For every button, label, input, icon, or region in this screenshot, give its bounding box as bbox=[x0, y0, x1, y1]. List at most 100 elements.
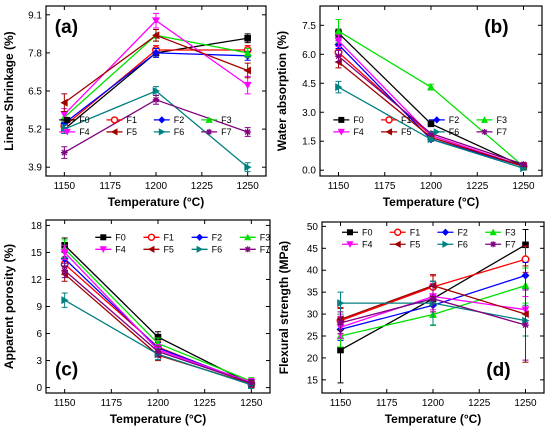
data-point bbox=[427, 135, 435, 144]
x-axis-title: Temperature (°C) bbox=[110, 412, 207, 426]
y-tick-label: 18 bbox=[31, 221, 43, 232]
panel-c: 1150 1175 1200 1225 1250 0 3 6 9 12 15 18 Temperatur… bbox=[2, 219, 271, 426]
x-tick-label: 1175 bbox=[101, 398, 123, 409]
y-axis-title: Apparent porosity (%) bbox=[2, 244, 16, 369]
y-tick-label: 6.5 bbox=[28, 87, 42, 98]
legend-label: F7 bbox=[221, 127, 232, 137]
data-point bbox=[154, 348, 162, 355]
legend-marker bbox=[158, 116, 166, 124]
legend-marker bbox=[480, 116, 489, 123]
plot-frame bbox=[319, 5, 543, 177]
x-tick-label: 1175 bbox=[99, 181, 121, 192]
legend-marker bbox=[346, 241, 354, 248]
x-tick-label: 1175 bbox=[374, 181, 396, 192]
series-F2 bbox=[334, 40, 528, 171]
y-axis-title: Flexural strength (MPa) bbox=[277, 241, 291, 374]
legend: F0 F1 F2 F3 F4 F5 F6 F7 bbox=[59, 115, 232, 137]
legend-marker bbox=[147, 233, 156, 242]
legend-label: F7 bbox=[497, 127, 508, 137]
y-tick-label: 9.1 bbox=[28, 10, 42, 21]
legend-marker bbox=[481, 128, 488, 135]
legend-label: F2 bbox=[174, 115, 185, 125]
x-tick-label: 1250 bbox=[237, 181, 260, 192]
legend-marker bbox=[441, 228, 450, 236]
panel-label: (b) bbox=[484, 17, 508, 38]
data-point bbox=[152, 87, 160, 95]
legend-label: F0 bbox=[79, 115, 90, 125]
data-point bbox=[427, 83, 435, 91]
x-axis-title: Temperature (°C) bbox=[383, 195, 480, 209]
x-tick-label: 1150 bbox=[54, 181, 76, 192]
legend-label: F6 bbox=[174, 127, 185, 137]
legend-label: F6 bbox=[457, 240, 468, 250]
y-tick-label: 50 bbox=[307, 222, 319, 233]
data-point bbox=[152, 31, 160, 40]
y-tick-label: 6 bbox=[36, 329, 42, 340]
y-tick-label: 40 bbox=[307, 266, 319, 277]
panel-label: (d) bbox=[486, 360, 510, 381]
legend-label: F3 bbox=[260, 233, 271, 243]
y-tick-label: 0.0 bbox=[302, 166, 316, 177]
data-point bbox=[337, 299, 345, 308]
legend-marker bbox=[385, 128, 393, 136]
data-point bbox=[427, 120, 435, 128]
data-point bbox=[244, 34, 251, 42]
data-point bbox=[522, 241, 529, 249]
x-tick-label: 1250 bbox=[512, 181, 535, 192]
x-tick-label: 1150 bbox=[330, 398, 352, 409]
legend-label: F7 bbox=[260, 245, 271, 255]
legend-marker bbox=[158, 128, 166, 136]
legend-label: F5 bbox=[163, 245, 174, 255]
y-tick-label: 4.5 bbox=[302, 79, 316, 90]
series-F2 bbox=[60, 251, 256, 388]
series-F7 bbox=[61, 262, 255, 388]
legend-marker bbox=[490, 241, 497, 248]
y-tick-label: 3.0 bbox=[302, 108, 316, 119]
y-tick-label: 12 bbox=[31, 275, 43, 286]
legend-label: F3 bbox=[505, 228, 516, 238]
data-point bbox=[337, 346, 344, 354]
data-point bbox=[152, 48, 160, 57]
x-tick-label: 1225 bbox=[194, 398, 217, 409]
legend-label: F2 bbox=[449, 115, 460, 125]
panel-d: 1150 1175 1200 1225 1250 15 20 25 30 35 40 45 50 Temp… bbox=[277, 221, 545, 426]
data-point bbox=[429, 295, 437, 303]
legend-marker bbox=[338, 116, 345, 123]
series-line bbox=[338, 44, 524, 167]
x-tick-label: 1175 bbox=[376, 398, 398, 409]
data-point bbox=[154, 339, 162, 347]
legend-label: F3 bbox=[497, 115, 508, 125]
series-F7 bbox=[337, 285, 529, 361]
legend-label: F1 bbox=[127, 115, 138, 125]
data-point bbox=[243, 66, 251, 75]
panel-a: 1150 1175 1200 1225 1250 3.9 5.2 6.5 7.8 9.1 Tempe… bbox=[2, 5, 267, 209]
data-point bbox=[61, 267, 68, 274]
data-point bbox=[334, 27, 343, 35]
data-point bbox=[60, 249, 69, 257]
data-point bbox=[243, 48, 252, 57]
x-tick-label: 1225 bbox=[191, 181, 214, 192]
panel-label: (a) bbox=[55, 17, 78, 38]
x-tick-label: 1200 bbox=[422, 398, 445, 409]
x-tick-label: 1225 bbox=[466, 181, 489, 192]
y-tick-label: 7.8 bbox=[28, 48, 42, 59]
legend-marker bbox=[244, 233, 252, 241]
y-axis-title: Water absorption (%) bbox=[275, 31, 289, 151]
plot-frame bbox=[45, 219, 271, 394]
data-point bbox=[248, 379, 255, 387]
y-tick-label: 3.9 bbox=[28, 163, 42, 174]
y-tick-label: 5.2 bbox=[28, 125, 42, 136]
legend-label: F1 bbox=[163, 233, 174, 243]
y-tick-label: 6.0 bbox=[302, 50, 316, 61]
data-point bbox=[244, 128, 251, 136]
series-F3 bbox=[334, 19, 528, 170]
series-F5 bbox=[60, 28, 251, 113]
data-point bbox=[335, 83, 343, 92]
series-F4 bbox=[60, 12, 252, 121]
legend-label: F5 bbox=[410, 240, 421, 250]
series-line bbox=[64, 244, 252, 385]
y-axis-title: Linear Shrinkage (%) bbox=[2, 31, 16, 150]
y-tick-label: 30 bbox=[307, 310, 319, 321]
legend-label: F4 bbox=[115, 245, 126, 255]
legend-label: F2 bbox=[212, 233, 223, 243]
